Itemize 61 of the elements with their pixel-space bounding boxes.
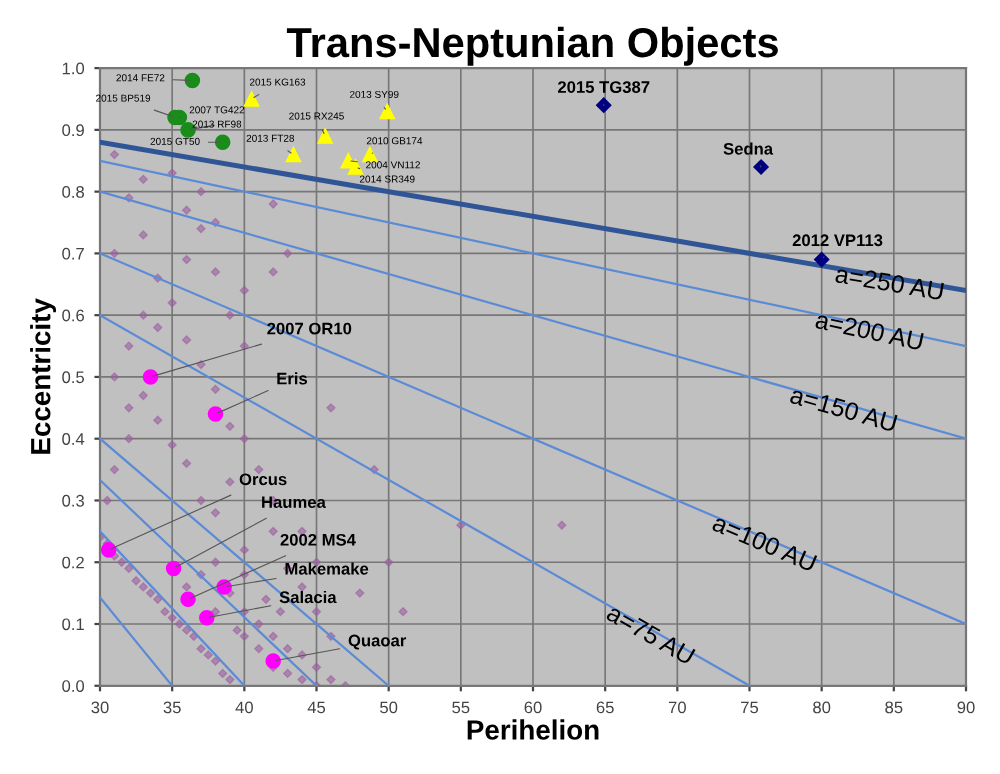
x-tick-label: 70 <box>668 701 686 714</box>
x-tick-label: 35 <box>163 701 181 714</box>
point <box>379 103 396 120</box>
annotation: Quaoar <box>348 634 407 650</box>
text: a=200 AU <box>814 310 924 351</box>
y-tick-label: 0.1 <box>62 618 84 631</box>
x-tick-label: 75 <box>741 701 759 714</box>
point <box>207 406 224 422</box>
y-tick-label: 0.4 <box>62 433 85 445</box>
y-tick-label: 0.7 <box>62 247 84 260</box>
point <box>184 72 201 89</box>
point <box>753 159 769 175</box>
x-tick-label: 30 <box>91 701 109 714</box>
point <box>317 128 333 144</box>
point <box>199 610 215 626</box>
point <box>243 91 260 107</box>
x-axis-title: Perihelion <box>467 719 599 740</box>
annotation: Orcus <box>239 473 287 486</box>
text: a=250 AU <box>834 264 944 301</box>
point <box>596 97 612 113</box>
x-tick-label: 45 <box>307 701 326 714</box>
annotation: 2007 OR10 <box>267 322 352 335</box>
annotation: Eris <box>277 372 308 385</box>
annotation: 2015 TG387 <box>557 81 650 93</box>
y-tick-label: 0.3 <box>62 494 84 507</box>
annotation: 2012 VP113 <box>792 234 883 247</box>
point <box>180 591 196 608</box>
point <box>100 542 117 558</box>
annotation: Haumea <box>262 496 326 509</box>
chart-title: Trans-Neptunian Objects <box>286 26 778 66</box>
x-tick-label: 65 <box>596 701 614 714</box>
y-axis-title: Eccentricity <box>30 298 56 454</box>
y-tick-label: 0.0 <box>62 680 85 692</box>
point <box>214 134 231 151</box>
x-tick-label: 85 <box>885 701 903 714</box>
point <box>362 146 378 163</box>
text: a=75 AU <box>605 603 696 666</box>
point <box>285 146 302 163</box>
annotation: 2002 MS4 <box>280 533 356 546</box>
x-tick-label: 50 <box>380 701 398 714</box>
text: a=100 AU <box>711 513 818 573</box>
y-tick-label: 0.9 <box>62 124 84 137</box>
annotation: Sedna <box>723 142 774 155</box>
x-tick-label: 40 <box>235 701 253 714</box>
point <box>347 159 364 175</box>
x-tick-label: 90 <box>957 701 975 714</box>
y-tick-label: 0.8 <box>62 186 84 198</box>
point <box>813 251 830 268</box>
annotation: Makemake <box>285 562 369 575</box>
y-tick-label: 0.6 <box>62 309 84 322</box>
text: a=150 AU <box>789 385 898 433</box>
y-tick-label: 1.0 <box>62 62 85 75</box>
x-tick-label: 80 <box>813 701 831 714</box>
y-tick-label: 0.5 <box>62 371 85 384</box>
x-tick-label: 60 <box>524 701 542 714</box>
point <box>265 653 281 669</box>
annotation: Salacia <box>279 590 337 604</box>
x-tick-label: 55 <box>452 701 470 714</box>
point <box>142 369 159 385</box>
y-tick-label: 0.2 <box>62 556 84 569</box>
point <box>165 560 182 577</box>
